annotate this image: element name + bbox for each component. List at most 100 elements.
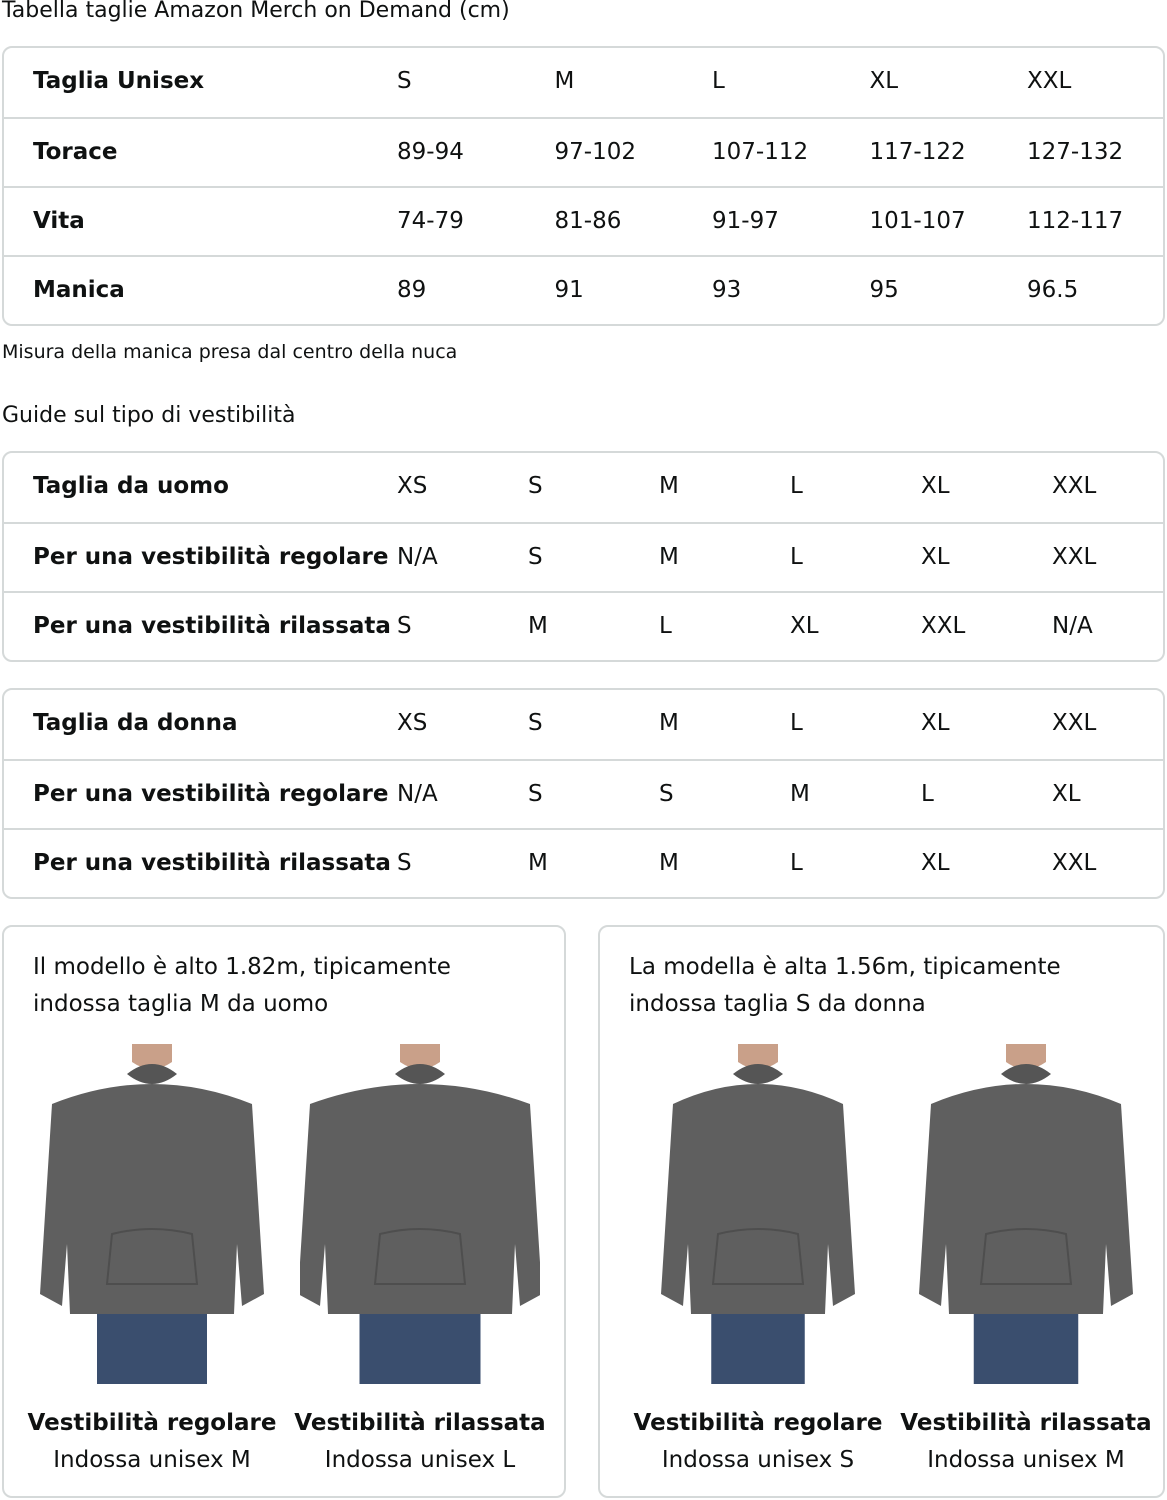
table-cell: XXL xyxy=(1052,473,1097,499)
table-cell: 91 xyxy=(554,277,584,303)
table-cell: 81-86 xyxy=(554,208,622,234)
table-cell: 101-107 xyxy=(869,208,966,234)
table-cell: M xyxy=(528,613,548,639)
fit-caption: Vestibilità rilassata Indossa unisex L xyxy=(285,1405,555,1479)
worn-size: Indossa unisex S xyxy=(661,1447,855,1473)
row-label: Manica xyxy=(33,277,125,303)
fit-caption: Vestibilità regolare Indossa unisex S xyxy=(623,1405,893,1479)
table-cell: M xyxy=(790,781,810,807)
fit-label: Vestibilità rilassata xyxy=(900,1410,1152,1436)
model-photo xyxy=(40,1044,264,1384)
fit-label: Vestibilità regolare xyxy=(27,1410,277,1436)
table-cell: 91-97 xyxy=(712,208,779,234)
sleeve-note: Misura della manica presa dal centro del… xyxy=(2,341,458,363)
table-cell: S xyxy=(528,710,543,736)
worn-size: Indossa unisex M xyxy=(53,1447,251,1473)
model-description-line: indossa taglia S da donna xyxy=(629,991,926,1017)
model-description: Il modello è alto 1.82m, tipicamente indo… xyxy=(33,949,451,1023)
row-label: Torace xyxy=(33,139,118,165)
table-cell: S xyxy=(528,473,543,499)
table-cell: L xyxy=(790,544,803,570)
fit-caption: Vestibilità rilassata Indossa unisex M xyxy=(891,1405,1161,1479)
table-cell: 107-112 xyxy=(712,139,809,165)
table-cell: 97-102 xyxy=(554,139,636,165)
table-cell: 74-79 xyxy=(397,208,464,234)
table-cell: M xyxy=(528,850,548,876)
table-cell: XXL xyxy=(1027,68,1072,94)
worn-size: Indossa unisex L xyxy=(324,1447,516,1473)
table-cell: XL xyxy=(921,850,950,876)
table-cell: XL xyxy=(921,544,950,570)
table-cell: M xyxy=(554,68,575,94)
fit-guide-title: Guide sul tipo di vestibilità xyxy=(2,403,296,428)
fit-caption: Vestibilità regolare Indossa unisex M xyxy=(17,1405,287,1479)
table-row: Per una vestibilità regolare N/A S M L XL XXL xyxy=(4,522,1163,591)
table-cell: L xyxy=(659,613,672,639)
table-cell: N/A xyxy=(397,544,438,570)
row-label: Per una vestibilità rilassata xyxy=(33,613,391,639)
model-description-line: La modella è alta 1.56m, tipicamente xyxy=(629,954,1061,980)
row-label: Vita xyxy=(33,208,85,234)
table-cell: S xyxy=(397,613,412,639)
table-cell: XXL xyxy=(1052,850,1097,876)
table-cell: XL xyxy=(1052,781,1081,807)
table-row: Taglia da donna XS S M L XL XXL xyxy=(4,690,1163,759)
table-cell: L xyxy=(790,710,803,736)
table-cell: L xyxy=(712,68,725,94)
worn-size: Indossa unisex M xyxy=(927,1447,1125,1473)
row-label: Per una vestibilità rilassata xyxy=(33,850,391,876)
women-fit-table: Taglia da donna XS S M L XL XXL Per una vestibi… xyxy=(2,688,1165,899)
table-cell: 95 xyxy=(869,277,899,303)
table-cell: XL xyxy=(921,710,950,736)
table-cell: XL xyxy=(869,68,899,94)
model-photo xyxy=(300,1044,540,1384)
chart-title: Tabella taglie Amazon Merch on Demand (c… xyxy=(2,0,510,23)
table-row: Torace 89-94 97-102 107-112 117-122 127-132 xyxy=(4,117,1163,186)
table-cell: 117-122 xyxy=(869,139,966,165)
table-row: Per una vestibilità rilassata S M M L XL XXL xyxy=(4,828,1163,897)
row-label: Per una vestibilità regolare xyxy=(33,781,389,807)
table-cell: M xyxy=(659,850,679,876)
model-description-line: indossa taglia M da uomo xyxy=(33,991,329,1017)
table-cell: L xyxy=(790,473,803,499)
table-row: Per una vestibilità rilassata S M L XL XXL N/A xyxy=(4,591,1163,660)
table-cell: S xyxy=(659,781,674,807)
table-row: Vita 74-79 81-86 91-97 101-107 112-117 xyxy=(4,186,1163,255)
table-cell: S xyxy=(397,68,412,94)
table-cell: 127-132 xyxy=(1027,139,1124,165)
table-cell: L xyxy=(921,781,934,807)
table-row: Manica 89 91 93 95 96.5 xyxy=(4,255,1163,324)
table-cell: M xyxy=(659,473,679,499)
unisex-size-table: Taglia Unisex S M L XL XXL Torace 89-94 97-102 10… xyxy=(2,46,1165,326)
table-cell: XXL xyxy=(1052,710,1097,736)
men-fit-table: Taglia da uomo XS S M L XL XXL Per una vestibil… xyxy=(2,451,1165,662)
fit-label: Vestibilità regolare xyxy=(633,1410,883,1436)
fit-label: Vestibilità rilassata xyxy=(294,1410,546,1436)
women-model-card: La modella è alta 1.56m, tipicamente indo… xyxy=(598,925,1165,1498)
table-cell: XL xyxy=(921,473,950,499)
table-cell: XXL xyxy=(921,613,966,639)
model-photo xyxy=(919,1044,1133,1384)
row-label: Per una vestibilità regolare xyxy=(33,544,389,570)
table-cell: XL xyxy=(790,613,819,639)
table-cell: M xyxy=(659,710,679,736)
model-photo xyxy=(661,1044,855,1384)
table-cell: 89 xyxy=(397,277,427,303)
table-cell: S xyxy=(528,544,543,570)
table-cell: XS xyxy=(397,710,428,736)
table-cell: XXL xyxy=(1052,544,1097,570)
row-label: Taglia da donna xyxy=(33,710,238,736)
table-cell: N/A xyxy=(397,781,438,807)
table-cell: L xyxy=(790,850,803,876)
table-cell: M xyxy=(659,544,679,570)
table-row: Per una vestibilità regolare N/A S S M L XL xyxy=(4,759,1163,828)
table-cell: 96.5 xyxy=(1027,277,1079,303)
men-model-card: Il modello è alto 1.82m, tipicamente indo… xyxy=(2,925,566,1498)
table-cell: N/A xyxy=(1052,613,1093,639)
row-label: Taglia Unisex xyxy=(33,68,205,94)
table-cell: 89-94 xyxy=(397,139,464,165)
model-description-line: Il modello è alto 1.82m, tipicamente xyxy=(33,954,451,980)
table-cell: 112-117 xyxy=(1027,208,1124,234)
table-cell: S xyxy=(397,850,412,876)
table-cell: XS xyxy=(397,473,428,499)
